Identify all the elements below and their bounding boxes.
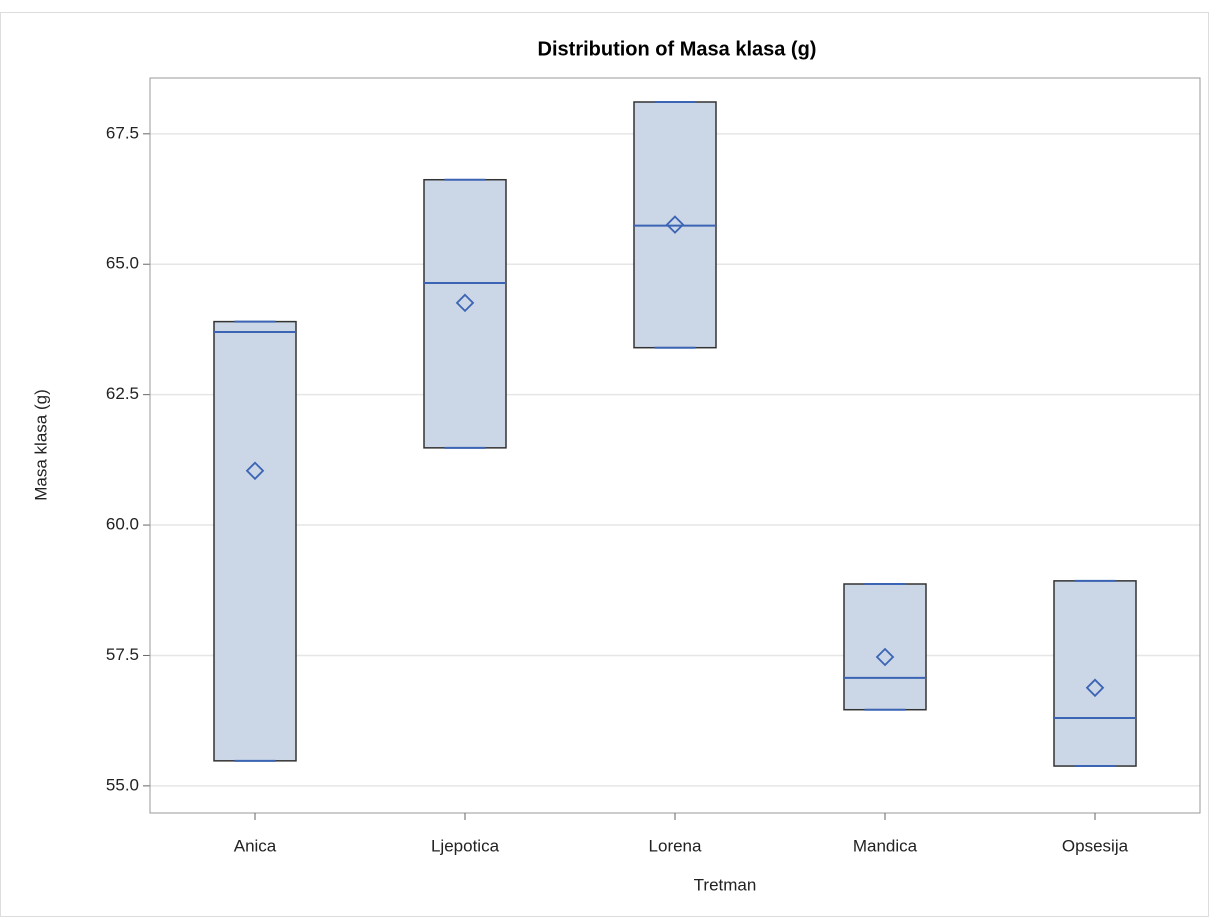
box (213, 320, 297, 762)
mean-marker (455, 293, 475, 313)
x-tick-label: Mandica (853, 836, 918, 855)
y-tick-label: 60.0 (106, 515, 139, 534)
mean-marker (1085, 678, 1105, 698)
mean-marker (245, 461, 265, 481)
y-axis-label: Masa klasa (g) (31, 389, 50, 500)
x-tick-label: Anica (234, 836, 277, 855)
box (423, 178, 507, 449)
y-tick-label: 67.5 (106, 123, 139, 142)
x-tick-label: Ljepotica (431, 836, 500, 855)
box (843, 583, 927, 711)
chart-title: Distribution of Masa klasa (g) (538, 38, 817, 60)
page-border (0, 12, 1209, 917)
mean-marker (665, 215, 685, 234)
y-tick-label: 57.5 (106, 645, 139, 664)
x-tick-label: Opsesija (1062, 836, 1129, 855)
box (1053, 580, 1137, 767)
y-tick-label: 55.0 (106, 775, 139, 794)
y-tick-label: 62.5 (106, 384, 139, 403)
x-axis-label: Tretman (694, 875, 757, 894)
mean-marker (875, 647, 895, 667)
y-tick-label: 65.0 (106, 254, 139, 273)
x-tick-label: Lorena (649, 836, 702, 855)
